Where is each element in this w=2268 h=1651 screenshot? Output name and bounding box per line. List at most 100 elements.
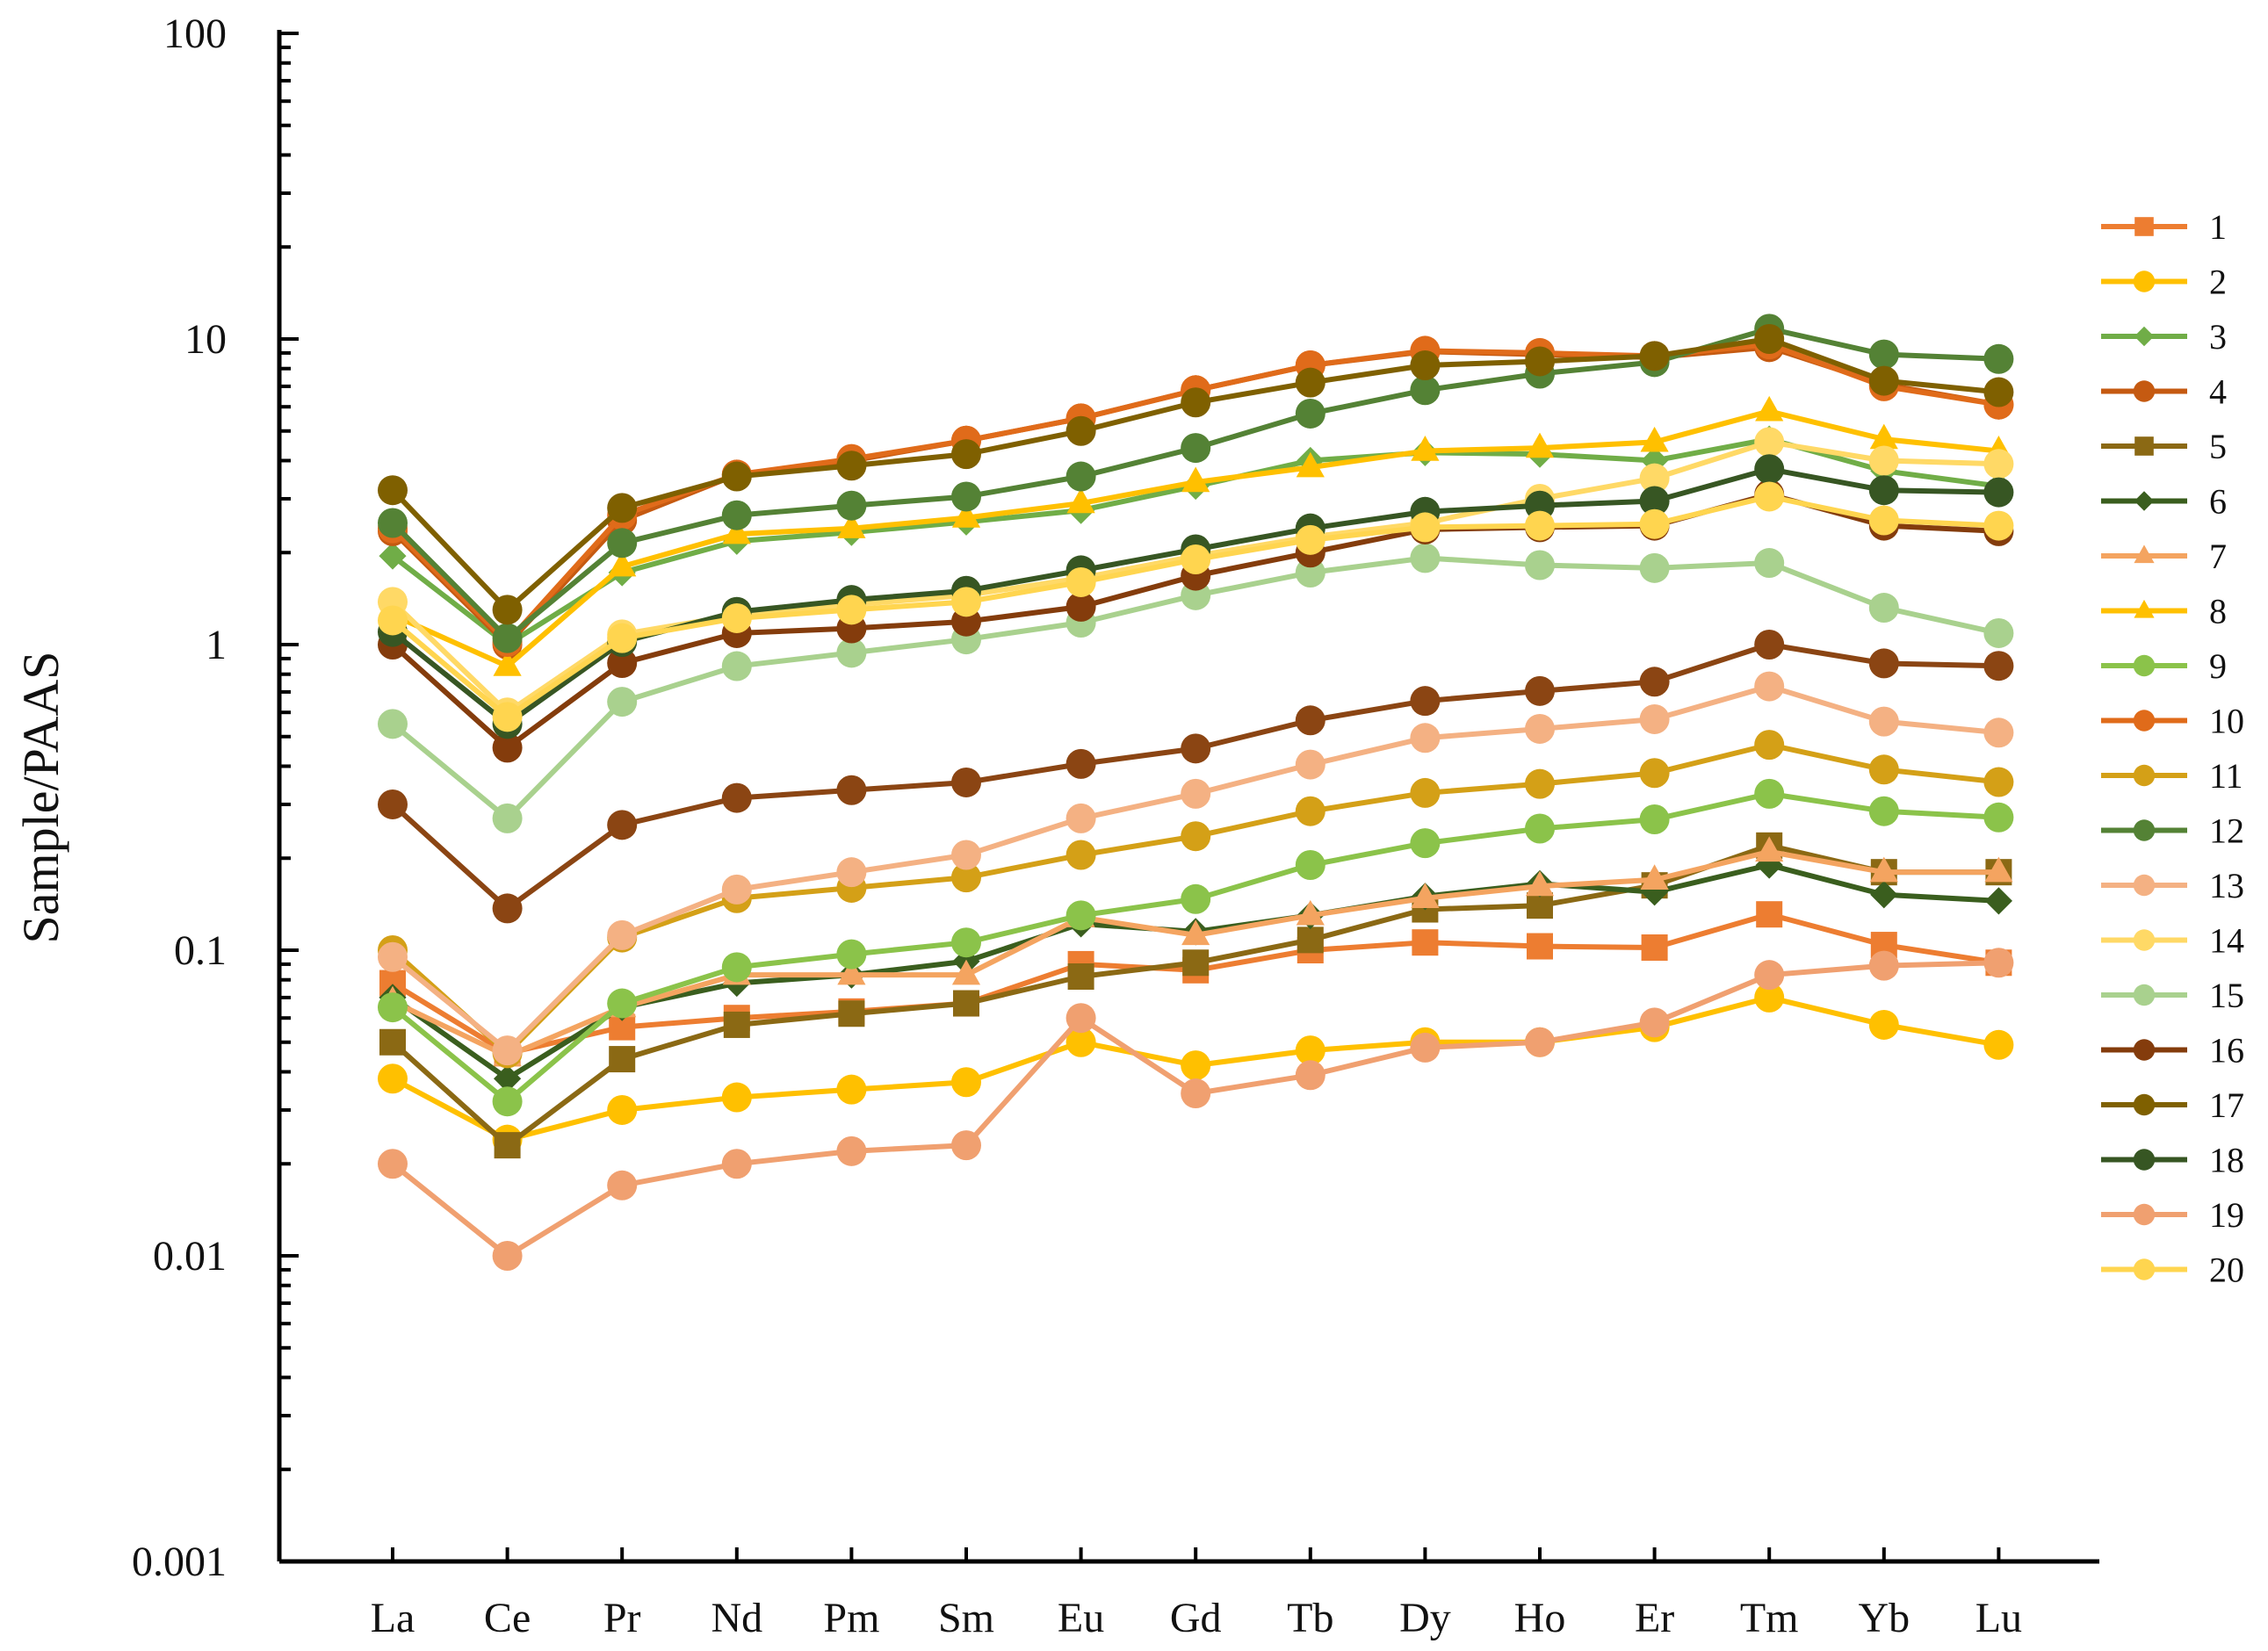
data-point [1181, 919, 1210, 946]
data-point [1295, 749, 1325, 780]
data-point [1639, 508, 1670, 539]
data-point [1754, 324, 1785, 354]
legend-label: 2 [2209, 263, 2227, 302]
data-point [2133, 1149, 2156, 1171]
x-tick-label: Sm [938, 1595, 994, 1641]
data-point [951, 439, 981, 470]
data-point [1181, 733, 1211, 764]
data-point [1983, 377, 2014, 407]
data-point [1756, 901, 1783, 928]
y-tick-label: 10 [184, 316, 227, 363]
legend-label: 16 [2209, 1031, 2244, 1071]
data-point [1754, 671, 1785, 702]
data-point [379, 1028, 406, 1056]
x-tick-label: Pr [603, 1595, 641, 1641]
data-point [951, 959, 981, 985]
data-point [378, 605, 408, 636]
series-17 [378, 324, 2014, 625]
data-point [1410, 777, 1441, 808]
data-point [1065, 748, 1096, 779]
x-tick-label: Tm [1740, 1595, 1799, 1641]
data-point [1754, 427, 1785, 458]
data-point [1181, 544, 1211, 574]
data-point [951, 840, 981, 870]
data-point [492, 803, 523, 833]
data-point [1983, 343, 2014, 374]
data-point [607, 528, 638, 559]
legend-label: 18 [2209, 1141, 2244, 1180]
data-point [2134, 217, 2154, 236]
data-point [1065, 566, 1096, 597]
data-point [1639, 703, 1670, 734]
labels-layer: 100 10 1 0.1 0.01 0.001 La Ce Pr Nd Pm Sm Eu Gd Tb Dy Ho… [12, 11, 2022, 1641]
data-point [1181, 778, 1211, 809]
data-point [1754, 730, 1785, 761]
data-point [2134, 491, 2155, 511]
data-point [1182, 949, 1210, 977]
y-tick-label: 0.1 [174, 927, 227, 974]
x-tick-label: Yb [1858, 1595, 1910, 1641]
data-point [1754, 454, 1785, 485]
data-point [723, 1011, 750, 1038]
legend-item: 1 [2101, 207, 2227, 247]
data-point [2133, 1039, 2156, 1061]
data-point [1639, 463, 1670, 494]
data-point [837, 513, 866, 538]
data-point [1868, 593, 1899, 624]
data-point [607, 687, 638, 717]
data-point [1754, 982, 1785, 1013]
data-point [1525, 713, 1555, 744]
legend-item: 7 [2101, 537, 2227, 576]
data-point [1639, 667, 1670, 697]
data-point [1295, 367, 1325, 398]
legend-item: 4 [2101, 372, 2227, 412]
data-point [836, 939, 867, 970]
series-2 [378, 982, 2014, 1155]
data-point [1639, 804, 1670, 835]
data-point [1066, 487, 1095, 514]
x-tick-label: Eu [1058, 1595, 1104, 1641]
y-tick-label: 0.001 [132, 1539, 227, 1585]
data-point [1181, 387, 1211, 418]
legend-item: 3 [2101, 317, 2227, 357]
legend-item: 15 [2101, 976, 2244, 1015]
legend-label: 8 [2209, 592, 2227, 631]
y-axis-title: Sample/PAAS [12, 651, 69, 943]
data-point [1527, 933, 1553, 960]
data-point [492, 893, 523, 924]
data-point [607, 648, 638, 679]
data-point [1295, 1035, 1325, 1066]
data-point [1065, 840, 1096, 870]
data-point [494, 1132, 521, 1159]
data-point [1065, 591, 1096, 622]
data-point [1983, 948, 2014, 978]
data-point [378, 709, 408, 739]
data-point [2133, 929, 2156, 951]
legend-label: 20 [2209, 1251, 2244, 1290]
data-point [2133, 1203, 2156, 1226]
data-point [1869, 856, 1898, 883]
data-point [1525, 510, 1555, 541]
legend-label: 4 [2209, 372, 2227, 412]
data-point [2133, 874, 2156, 897]
data-point [1410, 375, 1441, 406]
data-point [836, 857, 867, 888]
legend-item: 16 [2101, 1031, 2244, 1071]
data-point [1410, 1032, 1441, 1063]
data-point [721, 1149, 752, 1179]
data-point [1870, 881, 1898, 909]
data-point [492, 732, 523, 763]
x-tick-label: Tb [1287, 1595, 1333, 1641]
data-point [1410, 543, 1441, 573]
legend-label: 5 [2209, 427, 2227, 466]
data-point [1754, 778, 1785, 809]
x-tick-label: Gd [1170, 1595, 1222, 1641]
data-point [1295, 398, 1325, 429]
data-point [1868, 796, 1899, 826]
data-point [1410, 723, 1441, 753]
data-point [1295, 796, 1325, 826]
legend-label: 11 [2209, 756, 2243, 796]
data-point [607, 1170, 638, 1200]
y-tick-label: 0.01 [153, 1233, 227, 1280]
